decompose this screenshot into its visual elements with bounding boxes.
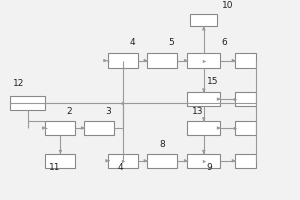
FancyBboxPatch shape: [187, 154, 220, 168]
FancyBboxPatch shape: [108, 53, 138, 68]
Text: 15: 15: [207, 77, 218, 86]
FancyBboxPatch shape: [235, 121, 256, 135]
Text: 9: 9: [207, 163, 212, 172]
FancyBboxPatch shape: [187, 53, 220, 68]
Text: 4: 4: [117, 163, 123, 172]
FancyBboxPatch shape: [190, 14, 217, 26]
Text: 2: 2: [66, 107, 72, 116]
FancyBboxPatch shape: [108, 154, 138, 168]
Text: 13: 13: [192, 107, 203, 116]
Text: 4: 4: [129, 38, 135, 47]
Text: 8: 8: [159, 140, 165, 149]
FancyBboxPatch shape: [235, 154, 256, 168]
FancyBboxPatch shape: [235, 53, 256, 68]
Text: 6: 6: [222, 38, 227, 47]
FancyBboxPatch shape: [187, 121, 220, 135]
FancyBboxPatch shape: [10, 96, 46, 110]
FancyBboxPatch shape: [235, 92, 256, 106]
Text: 3: 3: [105, 107, 111, 116]
Text: 5: 5: [168, 38, 174, 47]
Text: 10: 10: [222, 1, 233, 10]
FancyBboxPatch shape: [187, 92, 220, 106]
FancyBboxPatch shape: [147, 154, 177, 168]
FancyBboxPatch shape: [46, 154, 75, 168]
Text: 12: 12: [13, 79, 24, 88]
Text: 11: 11: [49, 163, 60, 172]
FancyBboxPatch shape: [147, 53, 177, 68]
FancyBboxPatch shape: [46, 121, 75, 135]
FancyBboxPatch shape: [84, 121, 114, 135]
